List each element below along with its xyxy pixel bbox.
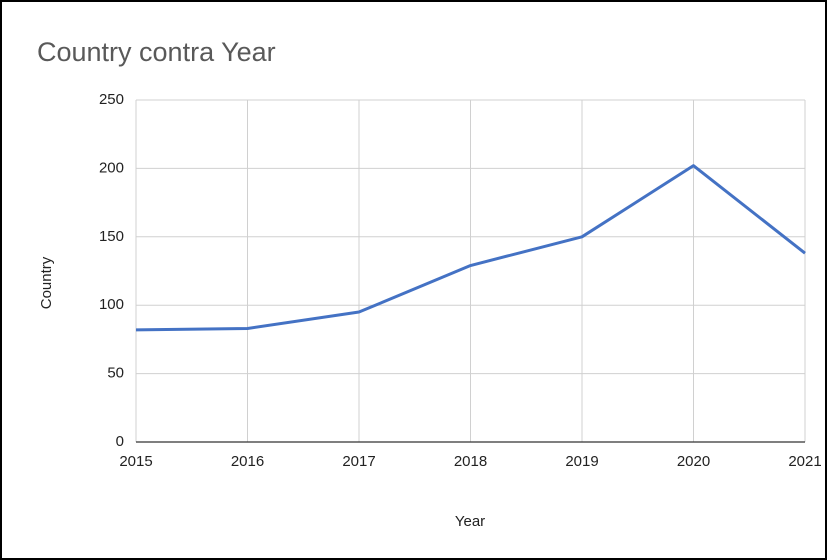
y-axis-label: Country (38, 256, 55, 309)
x-axis-label: Year (455, 513, 485, 530)
y-tick-label: 100 (99, 296, 124, 313)
y-tick-label: 150 (99, 228, 124, 245)
x-tick-label: 2019 (565, 453, 598, 470)
x-tick-label: 2018 (454, 453, 487, 470)
x-tick-label: 2015 (119, 453, 152, 470)
x-tick-label: 2021 (788, 453, 821, 470)
data-line (135, 164, 806, 332)
chart-title: Country contra Year (37, 37, 276, 67)
x-tick-label: 2016 (231, 453, 264, 470)
x-tick-label: 2017 (342, 453, 375, 470)
y-tick-label: 0 (116, 433, 124, 450)
x-tick-label: 2020 (677, 453, 710, 470)
y-tick-label: 250 (99, 91, 124, 108)
y-tick-label: 50 (107, 365, 124, 382)
y-tick-label: 200 (99, 159, 124, 176)
